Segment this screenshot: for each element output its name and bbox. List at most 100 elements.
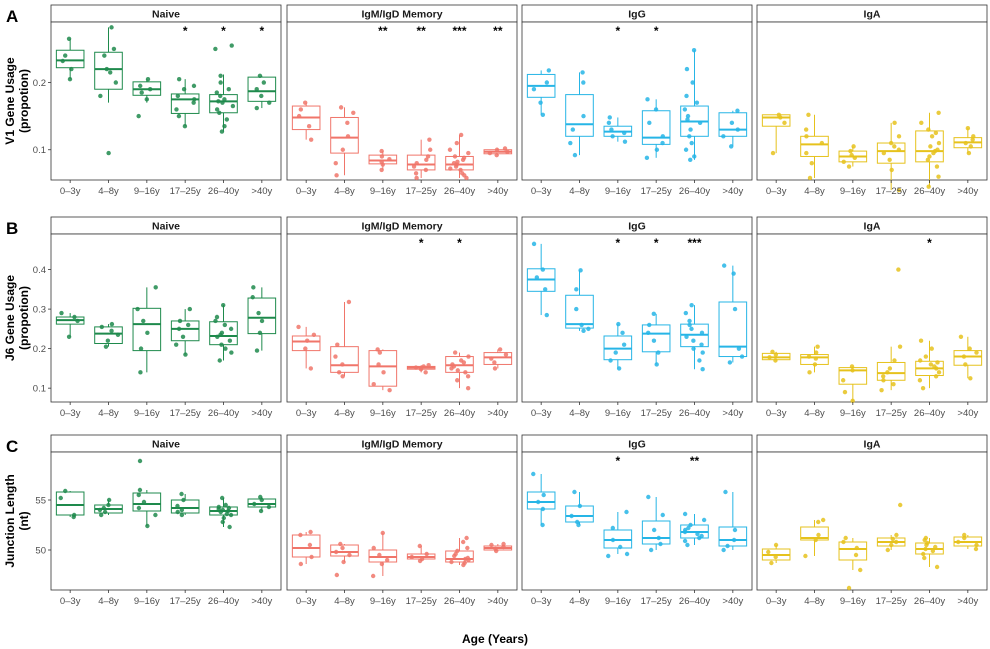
x-tick-label: 0–3y — [531, 408, 552, 419]
data-point — [413, 365, 419, 370]
box-iqr — [132, 307, 162, 352]
facet-strip-label: IgA — [864, 439, 881, 451]
data-point — [137, 458, 143, 464]
data-point — [616, 321, 621, 327]
data-point — [968, 376, 973, 381]
facet-plot-area — [521, 233, 753, 403]
data-point — [411, 164, 417, 169]
data-point — [971, 134, 976, 139]
data-point — [682, 511, 688, 517]
data-point — [660, 140, 665, 146]
data-point — [145, 330, 150, 336]
data-point — [218, 93, 223, 99]
data-point — [610, 537, 616, 543]
data-point — [917, 378, 923, 383]
data-point — [531, 241, 537, 247]
data-point — [98, 512, 104, 518]
box-iqr — [170, 320, 200, 342]
data-point — [216, 99, 221, 104]
x-tick-label: 0–3y — [531, 186, 552, 197]
data-point — [447, 147, 453, 152]
data-point — [927, 154, 932, 159]
data-point — [379, 148, 384, 154]
data-point — [606, 553, 611, 559]
data-point — [449, 559, 454, 565]
y-tick-label: 0.3 — [33, 304, 46, 315]
data-point — [229, 43, 234, 48]
data-point — [651, 311, 657, 317]
data-point — [493, 546, 498, 552]
data-point — [891, 382, 896, 387]
significance-stars: * — [615, 236, 620, 250]
data-point — [58, 495, 63, 501]
data-point — [735, 108, 740, 113]
data-point — [379, 154, 385, 159]
data-point — [111, 46, 117, 52]
x-tick-label: 26–40y — [444, 408, 475, 419]
data-point — [494, 147, 500, 152]
data-point — [535, 499, 541, 505]
data-point — [732, 527, 738, 533]
data-point — [932, 364, 937, 369]
data-point — [463, 370, 468, 375]
y-axis-title: V1 Gene Usage(propotion) — [3, 57, 31, 145]
data-point — [647, 322, 652, 328]
data-point — [257, 73, 263, 78]
data-point — [69, 66, 74, 72]
data-point — [735, 127, 740, 132]
data-point — [540, 267, 546, 272]
x-tick-label: 26–40y — [444, 596, 475, 607]
data-point — [684, 66, 690, 72]
data-point — [688, 522, 693, 528]
data-point — [579, 322, 584, 328]
data-point — [773, 542, 779, 548]
data-point — [153, 512, 158, 518]
x-tick-label: 9–16y — [840, 596, 866, 607]
data-point — [176, 326, 182, 332]
data-point — [682, 527, 688, 533]
data-point — [660, 512, 665, 518]
x-tick-label: 17–25y — [170, 596, 201, 607]
data-point — [109, 321, 115, 327]
data-point — [970, 137, 975, 142]
x-tick-label: 26–40y — [679, 408, 710, 419]
data-point — [455, 548, 460, 554]
data-point — [138, 346, 144, 351]
data-point — [766, 549, 771, 555]
box-iqr — [565, 94, 594, 137]
data-point — [850, 398, 855, 404]
y-axis-title-line: V1 Gene Usage — [3, 57, 17, 145]
facet-strip-label: Naive — [152, 439, 180, 451]
panel-letter: A — [6, 7, 18, 26]
data-point — [896, 267, 901, 272]
box-iqr — [330, 544, 359, 557]
data-point — [381, 370, 386, 375]
data-point — [840, 378, 846, 383]
data-point — [458, 132, 464, 138]
y-axis-title-line: (propotion) — [17, 286, 31, 350]
data-point — [889, 542, 894, 548]
data-point — [651, 338, 657, 343]
data-point — [919, 120, 924, 126]
data-point — [803, 553, 808, 559]
data-point — [464, 535, 469, 541]
data-point — [462, 560, 467, 566]
x-tick-label: 0–3y — [296, 186, 317, 197]
data-point — [175, 503, 180, 509]
data-point — [179, 512, 185, 518]
data-point — [230, 103, 236, 109]
data-point — [849, 364, 855, 369]
data-point — [298, 561, 304, 567]
x-tick-label: >40y — [251, 408, 272, 419]
x-tick-label: 17–25y — [406, 186, 437, 197]
data-point — [109, 25, 114, 30]
data-point — [306, 124, 312, 129]
data-point — [656, 350, 661, 355]
data-point — [187, 306, 193, 312]
data-point — [465, 555, 471, 561]
data-point — [581, 80, 586, 85]
data-point — [138, 370, 143, 375]
data-point — [186, 322, 191, 328]
facet-strip-label: IgG — [628, 439, 646, 451]
data-point — [540, 112, 546, 117]
